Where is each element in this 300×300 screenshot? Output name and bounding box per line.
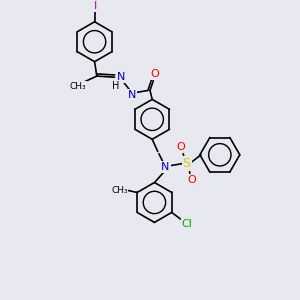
Text: O: O (188, 175, 197, 185)
Text: N: N (161, 162, 170, 172)
Text: O: O (177, 142, 185, 152)
Text: N: N (128, 90, 136, 100)
Text: H: H (112, 81, 119, 91)
Text: CH₃: CH₃ (70, 82, 86, 91)
Text: CH₃: CH₃ (111, 186, 128, 195)
Text: Cl: Cl (182, 218, 193, 229)
Text: S: S (183, 157, 190, 170)
Text: O: O (150, 69, 159, 79)
Text: N: N (117, 72, 125, 82)
Text: I: I (94, 1, 97, 11)
